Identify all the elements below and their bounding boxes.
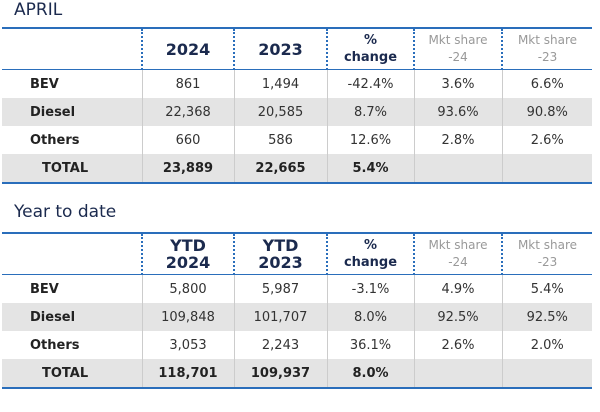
row-label: Diesel: [2, 98, 142, 126]
data-row: Others 3,053 2,243 36.1% 2.6% 2.0%: [2, 331, 592, 359]
row-label: Others: [30, 337, 80, 353]
value-cell: 93.6%: [413, 98, 502, 126]
value-cell: 6.6%: [501, 69, 592, 98]
header-cell: 2024: [141, 28, 234, 70]
value-cell: 12.6%: [326, 126, 414, 154]
header-cell: % change: [326, 28, 414, 70]
row-label: TOTAL: [2, 359, 142, 388]
value-cell: 36.1%: [326, 331, 414, 359]
value-cell: 586: [233, 126, 327, 154]
value-cell: 2.8%: [413, 126, 502, 154]
empty-cell: [501, 154, 592, 183]
empty-cell: [501, 359, 592, 388]
data-row: BEV 5,800 5,987 -3.1% 4.9% 5.4%: [2, 274, 592, 303]
total-row: TOTAL 23,889 22,665 5.4%: [2, 154, 592, 183]
value-cell: 4.9%: [413, 274, 502, 303]
total-cell: 23,889: [141, 154, 234, 183]
header-text: 2024: [165, 39, 211, 59]
header-cell: 2023: [233, 28, 327, 70]
header-cell: Mkt share -23: [501, 28, 592, 70]
header-row: 2024 2023 % change Mkt share -24 Mkt share -…: [2, 28, 592, 70]
row-label: TOTAL: [2, 154, 142, 183]
value-cell: 92.5%: [413, 303, 502, 331]
value-cell: 2.6%: [413, 331, 502, 359]
header-cell: [2, 233, 142, 275]
total-cell: 109,937: [233, 359, 327, 388]
value-cell: 3.6%: [413, 69, 502, 98]
header-text: Mkt share -23: [517, 33, 578, 64]
empty-cell: [413, 154, 502, 183]
header-cell: Mkt share -24: [413, 233, 502, 275]
header-text: % change: [343, 33, 398, 65]
data-row: BEV 861 1,494 -42.4% 3.6% 6.6%: [2, 69, 592, 98]
data-row: Others 660 586 12.6% 2.8% 2.6%: [2, 126, 592, 154]
data-row: Diesel 22,368 20,585 8.7% 93.6% 90.8%: [2, 98, 592, 126]
value-cell: 2,243: [233, 331, 327, 359]
row-label: BEV: [30, 281, 59, 297]
empty-cell: [413, 359, 502, 388]
value-cell: 92.5%: [501, 303, 592, 331]
value-cell: -42.4%: [326, 69, 414, 98]
value-cell: 3,053: [141, 331, 234, 359]
header-text: Mkt share -24: [428, 33, 488, 64]
value-cell: 20,585: [233, 98, 327, 126]
value-cell: -3.1%: [326, 274, 414, 303]
header-cell: % change: [326, 233, 414, 275]
row-label: BEV: [30, 76, 59, 92]
data-table: 2024 2023 % change Mkt share -24 Mkt share -…: [2, 27, 592, 184]
header-text: Mkt share -24: [428, 238, 488, 269]
data-row: Diesel 109,848 101,707 8.0% 92.5% 92.5%: [2, 303, 592, 331]
value-cell: 5,987: [233, 274, 327, 303]
total-cell: 118,701: [141, 359, 234, 388]
header-text: % change: [343, 238, 398, 270]
section-title: Year to date: [14, 202, 117, 222]
header-cell: YTD 2024: [141, 233, 234, 275]
value-cell: 1,494: [233, 69, 327, 98]
header-cell: Mkt share -24: [413, 28, 502, 70]
header-text: Mkt share -23: [517, 238, 578, 269]
value-cell: 2.0%: [501, 331, 592, 359]
value-cell: 8.7%: [326, 98, 414, 126]
total-row: TOTAL 118,701 109,937 8.0%: [2, 359, 592, 388]
value-cell: 5,800: [141, 274, 234, 303]
value-cell: 861: [141, 69, 234, 98]
header-cell: [2, 28, 142, 70]
data-table: YTD 2024 YTD 2023 % change Mkt share -24 Mkt…: [2, 232, 592, 389]
value-cell: 5.4%: [501, 274, 592, 303]
value-cell: 90.8%: [501, 98, 592, 126]
row-label: Others: [30, 132, 80, 148]
total-cell: 8.0%: [326, 359, 414, 388]
value-cell: 109,848: [141, 303, 234, 331]
header-text: YTD 2024: [165, 236, 211, 272]
value-cell: 22,368: [141, 98, 234, 126]
value-cell: 2.6%: [501, 126, 592, 154]
header-text: 2023: [258, 39, 303, 59]
value-cell: 660: [141, 126, 234, 154]
value-cell: 8.0%: [326, 303, 414, 331]
header-cell: YTD 2023: [233, 233, 327, 275]
value-cell: 101,707: [233, 303, 327, 331]
header-cell: Mkt share -23: [501, 233, 592, 275]
total-cell: 5.4%: [326, 154, 414, 183]
header-row: YTD 2024 YTD 2023 % change Mkt share -24 Mkt…: [2, 233, 592, 275]
header-text: YTD 2023: [258, 236, 303, 272]
section-title: APRIL: [14, 0, 63, 20]
total-cell: 22,665: [233, 154, 327, 183]
row-label: Diesel: [2, 303, 142, 331]
